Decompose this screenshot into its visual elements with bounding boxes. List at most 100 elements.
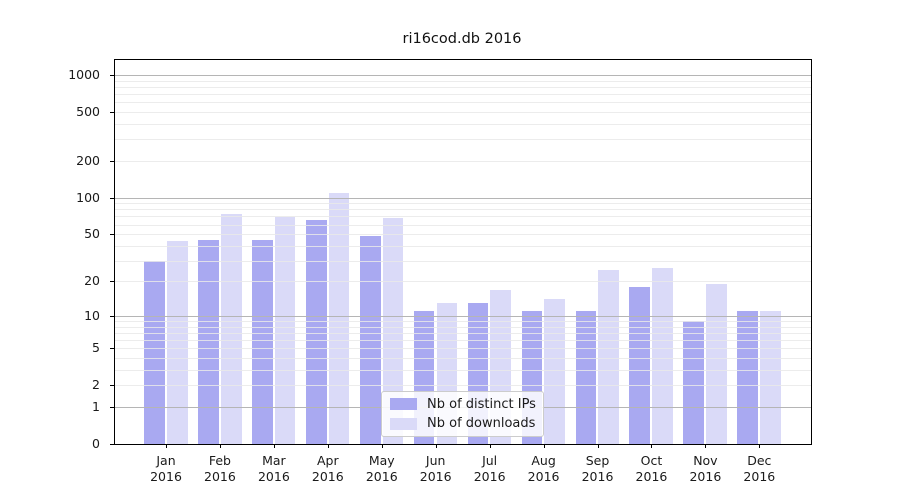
gridline-minor [115, 209, 811, 211]
y-tick-mark [110, 197, 115, 199]
y-tick-label: 0 [92, 436, 100, 451]
legend-swatch-distinct-ips [390, 398, 417, 411]
y-tick-mark [110, 316, 115, 317]
distinct-ips-bar-dec [737, 311, 759, 444]
y-tick-label: 500 [76, 104, 100, 120]
x-tick-label: Jan 2016 [136, 453, 196, 484]
downloads-bar-dec [760, 311, 781, 444]
x-tick-month: Apr [317, 453, 339, 468]
x-tick-mark [705, 444, 707, 448]
x-tick-mark [273, 444, 275, 448]
x-tick-month: Feb [208, 453, 231, 468]
x-tick-month: Nov [693, 453, 718, 468]
legend: Nb of distinct IPs Nb of downloads [381, 391, 544, 437]
x-tick-mark [759, 444, 761, 448]
y-tick-label: 5 [92, 340, 100, 356]
gridline-major [115, 197, 811, 199]
x-tick-year: 2016 [419, 468, 452, 484]
x-tick-mark [166, 444, 167, 448]
x-tick-label: Feb 2016 [190, 453, 250, 484]
x-tick-label: May 2016 [352, 453, 412, 484]
x-tick-label: Jul 2016 [460, 453, 520, 484]
x-tick-mark [489, 444, 491, 448]
downloads-bar-nov [706, 284, 727, 444]
y-tick-mark [110, 234, 115, 236]
x-tick-month: Sep [585, 453, 610, 468]
x-tick-label: Aug 2016 [514, 453, 574, 484]
gridline-minor [115, 332, 811, 334]
x-tick-year: 2016 [365, 468, 398, 484]
gridline-major [115, 75, 811, 77]
y-tick-label: 200 [76, 152, 100, 168]
x-tick-label: Jun 2016 [406, 453, 466, 484]
y-tick-label: 50 [84, 226, 100, 242]
x-tick-mark [435, 444, 437, 448]
legend-entry-downloads: Nb of downloads [390, 416, 535, 433]
x-tick-year: 2016 [473, 468, 506, 484]
gridline-minor [115, 80, 811, 82]
gridline-minor [115, 216, 811, 218]
distinct-ips-bar-mar [251, 239, 273, 444]
x-tick-year: 2016 [689, 468, 722, 484]
distinct-ips-bar-sep [575, 311, 597, 444]
x-tick-mark [381, 444, 383, 448]
x-tick-year: 2016 [581, 468, 614, 484]
distinct-ips-bar-nov [683, 321, 705, 444]
legend-label-distinct-ips: Nb of distinct IPs [427, 396, 536, 412]
x-tick-label: Dec 2016 [729, 453, 789, 484]
gridline-minor [115, 358, 811, 360]
y-tick-mark [110, 444, 115, 445]
x-tick-year: 2016 [743, 468, 776, 484]
x-tick-month: May [368, 453, 395, 468]
gridline-minor [115, 102, 811, 104]
gridline-minor [115, 124, 811, 126]
x-tick-year: 2016 [311, 468, 344, 484]
gridline-minor [115, 203, 811, 205]
chart-title: ri16cod.db 2016 [402, 31, 522, 47]
y-tick-mark [110, 348, 115, 350]
legend-entry-distinct-ips: Nb of distinct IPs [390, 396, 536, 413]
downloads-bar-feb [220, 214, 242, 444]
downloads-bar-sep [598, 270, 620, 444]
gridline-minor [115, 94, 811, 96]
downloads-bar-oct [652, 268, 674, 444]
gridline-minor [115, 87, 811, 89]
downloads-bar-apr [328, 192, 350, 444]
gridline-minor [115, 260, 811, 262]
x-tick-month: Jul [482, 453, 498, 468]
downloads-bar-mar [274, 217, 296, 444]
y-tick-mark [110, 406, 115, 408]
gridline-minor [115, 321, 811, 323]
gridline-minor [115, 112, 811, 114]
y-tick-label: 100 [76, 189, 100, 205]
x-tick-mark [327, 444, 329, 448]
gridline-major [115, 316, 811, 317]
gridline-minor [115, 234, 811, 236]
gridline-minor [115, 139, 811, 141]
x-tick-month: Mar [262, 453, 286, 468]
gridline-minor [115, 224, 811, 226]
gridline-minor [115, 385, 811, 387]
x-tick-label: Sep 2016 [568, 453, 628, 484]
x-tick-month: Dec [747, 453, 772, 468]
legend-label-downloads: Nb of downloads [427, 416, 536, 432]
x-tick-month: Jun [425, 453, 446, 468]
gridline-minor [115, 245, 811, 247]
distinct-ips-bar-oct [629, 286, 651, 444]
x-tick-mark [597, 444, 599, 448]
x-tick-month: Jan [156, 453, 176, 468]
y-tick-label: 2 [92, 377, 100, 393]
x-tick-label: Apr 2016 [298, 453, 358, 484]
y-tick-mark [110, 385, 115, 387]
distinct-ips-bar-apr [305, 219, 327, 444]
y-tick-mark [110, 160, 115, 162]
gridline-minor [115, 348, 811, 350]
y-tick-label: 20 [84, 273, 100, 289]
x-tick-label: Mar 2016 [244, 453, 304, 484]
x-tick-mark [219, 444, 221, 448]
y-tick-mark [110, 281, 115, 283]
downloads-bar-jan [166, 240, 188, 444]
x-tick-mark [651, 444, 653, 448]
gridline-minor [115, 369, 811, 371]
